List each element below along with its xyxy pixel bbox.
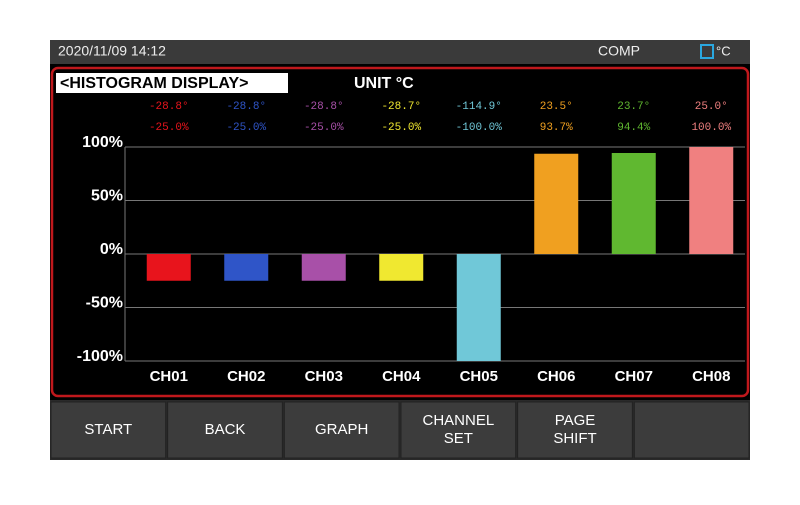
button[interactable]	[517, 401, 633, 459]
mode: COMP	[598, 43, 640, 59]
temperature-label: -28.8°	[304, 101, 344, 113]
temperature-label: -28.7°	[381, 101, 421, 113]
button[interactable]	[50, 401, 167, 459]
value-label: -25.0%	[381, 122, 421, 134]
x-tick-label: CH05	[460, 368, 498, 385]
bar	[301, 254, 346, 281]
button[interactable]	[167, 401, 283, 459]
title-box	[56, 73, 288, 93]
bar	[456, 254, 501, 361]
value-label: -25.0%	[304, 122, 344, 134]
button-label[interactable]: BACK	[205, 421, 246, 438]
x-tick-label: CH06	[537, 368, 575, 385]
x-tick-label: CH04	[382, 368, 421, 385]
button-label[interactable]: SHIFT	[553, 430, 596, 447]
value-label: -25.0%	[226, 122, 266, 134]
button[interactable]	[400, 401, 517, 459]
temperature-label: 25.0°	[695, 101, 728, 113]
button-label[interactable]: START	[84, 421, 132, 438]
y-tick-label: -50%	[86, 295, 123, 312]
unit-label: UNIT °C	[354, 75, 414, 92]
datetime: 2020/11/09 14:12	[58, 43, 166, 59]
bar	[379, 254, 424, 281]
bar	[611, 152, 656, 254]
value-label: 94.4%	[617, 122, 650, 134]
value-label: 100.0%	[691, 122, 731, 134]
bar	[224, 254, 269, 281]
button[interactable]	[633, 401, 750, 459]
value-label: 93.7%	[540, 122, 573, 134]
temperature-label: 23.5°	[540, 101, 573, 113]
chart-title: <HISTOGRAM DISPLAY>	[60, 75, 249, 92]
temperature-label: 23.7°	[617, 101, 650, 113]
y-tick-label: 0%	[100, 241, 123, 258]
chart-frame	[50, 66, 750, 398]
button-label[interactable]: SET	[444, 430, 473, 447]
x-tick-label: CH01	[150, 368, 188, 385]
button[interactable]	[283, 401, 400, 459]
status-bar	[50, 40, 750, 64]
button-bar	[50, 400, 750, 460]
x-tick-label: CH02	[227, 368, 265, 385]
y-tick-label: 50%	[91, 188, 123, 205]
value-label: -100.0%	[456, 122, 503, 134]
x-tick-label: CH07	[615, 368, 653, 385]
x-tick-label: CH03	[305, 368, 343, 385]
y-tick-label: -100%	[77, 348, 123, 365]
temperature-label: -28.8°	[149, 101, 189, 113]
bar	[534, 153, 579, 254]
bar	[146, 254, 191, 281]
button-label[interactable]: GRAPH	[315, 421, 368, 438]
value-label: -25.0%	[149, 122, 189, 134]
y-tick-label: 100%	[82, 134, 123, 151]
save-icon	[700, 44, 714, 59]
x-tick-label: CH08	[692, 368, 730, 385]
button-label[interactable]: PAGE	[555, 412, 596, 429]
temperature-label: -28.8°	[226, 101, 266, 113]
temperature-label: -114.9°	[456, 101, 502, 113]
bar	[689, 147, 734, 254]
unit-indicator: °C	[716, 43, 731, 58]
button-label[interactable]: CHANNEL	[422, 412, 494, 429]
